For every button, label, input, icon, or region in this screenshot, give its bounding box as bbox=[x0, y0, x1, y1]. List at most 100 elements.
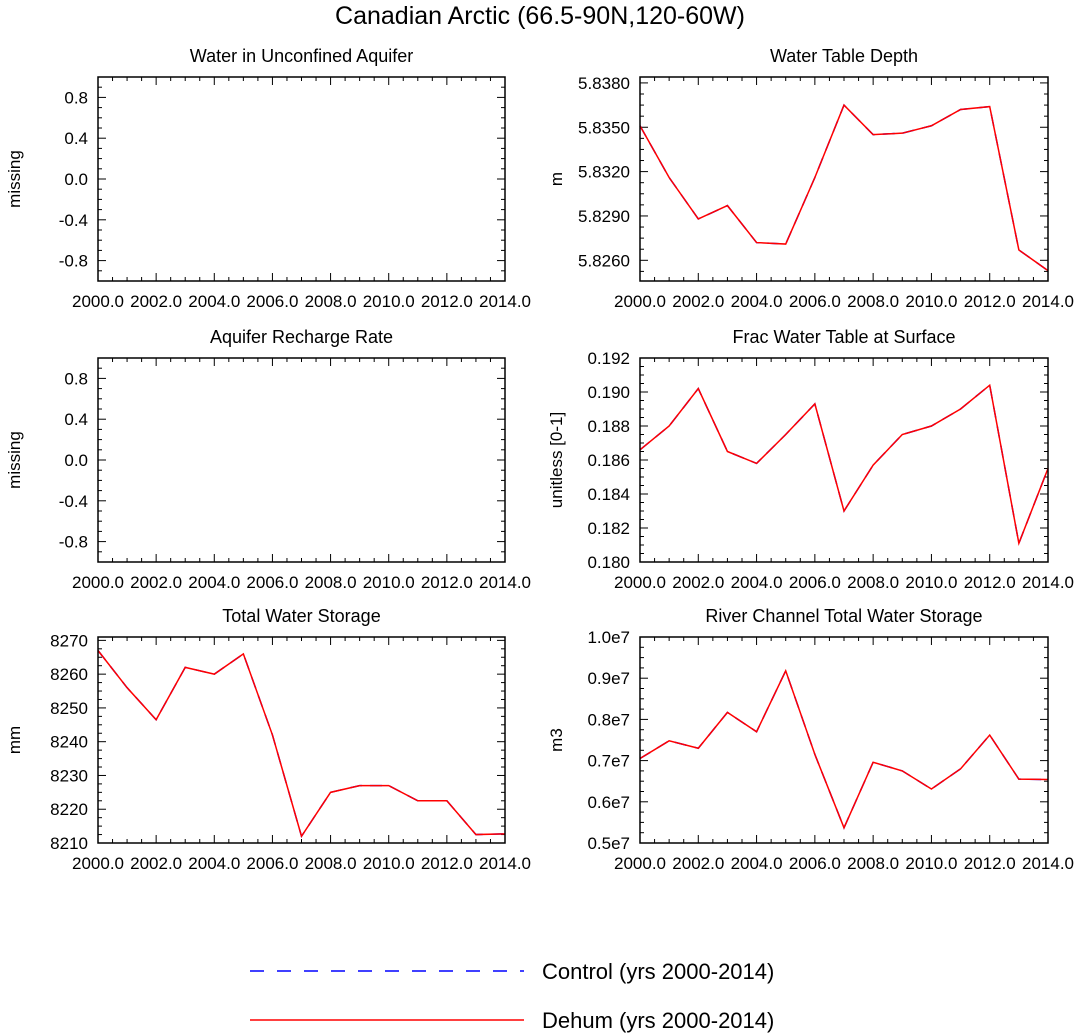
y-axis-label: missing bbox=[5, 431, 24, 489]
x-tick-label: 2000.0 bbox=[614, 854, 666, 873]
x-tick-label: 2000.0 bbox=[72, 292, 124, 311]
panel-frac-water-table-at-surface: Frac Water Table at Surface unitless [0-1… bbox=[547, 327, 1074, 592]
plot-frame bbox=[639, 76, 1049, 282]
x-tick-label: 2006.0 bbox=[789, 854, 841, 873]
y-tick-label: 5.8290 bbox=[578, 207, 630, 226]
y-tick-label: 0.9e7 bbox=[587, 669, 630, 688]
x-tick-label: 2008.0 bbox=[305, 854, 357, 873]
x-tick-label: 2008.0 bbox=[305, 292, 357, 311]
y-axis-label: m bbox=[547, 172, 566, 186]
panel-title: Water in Unconfined Aquifer bbox=[190, 46, 413, 66]
plot-frame bbox=[639, 357, 1049, 563]
x-tick-label: 2012.0 bbox=[421, 292, 473, 311]
y-tick-label: 1.0e7 bbox=[587, 628, 630, 647]
x-tick-label: 2000.0 bbox=[72, 573, 124, 592]
x-tick-label: 2006.0 bbox=[246, 573, 298, 592]
x-tick-label: 2012.0 bbox=[964, 292, 1016, 311]
x-tick-label: 2010.0 bbox=[905, 573, 957, 592]
series-line-dehum bbox=[639, 103, 1049, 272]
x-tick-label: 2008.0 bbox=[305, 573, 357, 592]
x-tick-label: 2010.0 bbox=[363, 292, 415, 311]
y-tick-label: 8270 bbox=[50, 631, 88, 650]
x-tick-label: 2014.0 bbox=[1022, 292, 1074, 311]
x-tick-label: 2002.0 bbox=[672, 292, 724, 311]
panel-title: Total Water Storage bbox=[222, 606, 380, 626]
panel-water-in-unconfined-aquifer: Water in Unconfined Aquifer missing 2000.0… bbox=[5, 46, 531, 311]
panel-total-water-storage: Total Water Storage mm 2000.0 2002.0 2004.0 2… bbox=[5, 606, 531, 873]
panel-title: Water Table Depth bbox=[770, 46, 918, 66]
x-tick-label: 2006.0 bbox=[246, 292, 298, 311]
panel-title: Aquifer Recharge Rate bbox=[210, 327, 393, 347]
y-tick-label: 5.8350 bbox=[578, 118, 630, 137]
y-axis-label: m3 bbox=[547, 728, 566, 752]
series-line-control bbox=[639, 668, 1049, 830]
y-tick-label: 0.6e7 bbox=[587, 793, 630, 812]
y-tick-label: 8210 bbox=[50, 834, 88, 853]
series-line-dehum bbox=[639, 383, 1049, 547]
y-tick-label: 5.8260 bbox=[578, 251, 630, 270]
y-tick-label: -0.4 bbox=[59, 492, 88, 511]
x-tick-label: 2004.0 bbox=[731, 573, 783, 592]
y-tick-label: 8260 bbox=[50, 665, 88, 684]
y-tick-label: 0.186 bbox=[587, 451, 630, 470]
x-tick-label: 2014.0 bbox=[479, 573, 531, 592]
x-tick-label: 2012.0 bbox=[421, 573, 473, 592]
y-tick-label: 0.8 bbox=[64, 88, 88, 107]
panel-river-channel-total-water-storage: River Channel Total Water Storage m3 2000.… bbox=[547, 606, 1074, 873]
x-tick-label: 2012.0 bbox=[964, 854, 1016, 873]
x-tick-label: 2002.0 bbox=[130, 573, 182, 592]
panel-aquifer-recharge-rate: Aquifer Recharge Rate missing 2000.0 2002.0… bbox=[5, 327, 531, 592]
y-axis-label: mm bbox=[5, 726, 24, 754]
x-tick-label: 2014.0 bbox=[1022, 854, 1074, 873]
y-tick-label: 0.192 bbox=[587, 349, 630, 368]
x-tick-label: 2014.0 bbox=[479, 854, 531, 873]
x-tick-label: 2000.0 bbox=[72, 854, 124, 873]
y-tick-label: 0.8 bbox=[64, 369, 88, 388]
series-line-control bbox=[639, 103, 1049, 272]
x-tick-label: 2002.0 bbox=[672, 854, 724, 873]
y-tick-label: -0.8 bbox=[59, 252, 88, 271]
plot-frame bbox=[639, 636, 1049, 844]
y-tick-label: -0.4 bbox=[59, 211, 88, 230]
y-tick-label: 5.8320 bbox=[578, 163, 630, 182]
y-tick-label: 0.0 bbox=[64, 170, 88, 189]
x-tick-label: 2014.0 bbox=[479, 292, 531, 311]
plot-frame bbox=[97, 636, 506, 844]
x-tick-label: 2006.0 bbox=[246, 854, 298, 873]
x-tick-label: 2006.0 bbox=[789, 292, 841, 311]
figure-title: Canadian Arctic (66.5-90N,120-60W) bbox=[335, 2, 745, 30]
y-tick-label: 0.4 bbox=[64, 129, 88, 148]
y-tick-label: 0.190 bbox=[587, 383, 630, 402]
x-tick-label: 2004.0 bbox=[731, 292, 783, 311]
x-tick-label: 2010.0 bbox=[363, 854, 415, 873]
y-tick-label: 0.5e7 bbox=[587, 834, 630, 853]
y-axis-label: unitless [0-1] bbox=[547, 412, 566, 508]
series-line-control bbox=[97, 650, 506, 839]
x-tick-label: 2004.0 bbox=[188, 573, 240, 592]
x-tick-label: 2008.0 bbox=[847, 573, 899, 592]
plot-frame bbox=[97, 76, 506, 282]
x-tick-label: 2006.0 bbox=[789, 573, 841, 592]
series-line-control bbox=[639, 383, 1049, 547]
y-axis-label: missing bbox=[5, 150, 24, 208]
y-tick-label: 0.184 bbox=[587, 485, 630, 504]
x-tick-label: 2014.0 bbox=[1022, 573, 1074, 592]
legend-label-control: Control (yrs 2000-2014) bbox=[542, 959, 774, 984]
series-line-dehum bbox=[639, 668, 1049, 830]
x-tick-label: 2002.0 bbox=[130, 854, 182, 873]
x-tick-label: 2010.0 bbox=[905, 854, 957, 873]
y-tick-label: 0.8e7 bbox=[587, 710, 630, 729]
x-tick-label: 2000.0 bbox=[614, 573, 666, 592]
y-tick-label: 0.188 bbox=[587, 417, 630, 436]
y-tick-label: 0.182 bbox=[587, 519, 630, 538]
x-tick-label: 2010.0 bbox=[905, 292, 957, 311]
legend-label-dehum: Dehum (yrs 2000-2014) bbox=[542, 1008, 774, 1033]
x-tick-label: 2012.0 bbox=[421, 854, 473, 873]
panel-water-table-depth: Water Table Depth m 2000.0 2002.0 2004.0 2006… bbox=[547, 46, 1074, 311]
y-tick-label: 0.180 bbox=[587, 553, 630, 572]
panel-title: Frac Water Table at Surface bbox=[732, 327, 955, 347]
x-tick-label: 2010.0 bbox=[363, 573, 415, 592]
series-line-dehum bbox=[97, 650, 506, 839]
y-tick-label: 8230 bbox=[50, 766, 88, 785]
